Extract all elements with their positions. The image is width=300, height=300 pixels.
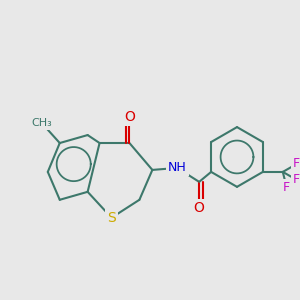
Text: F: F xyxy=(293,173,300,186)
Text: O: O xyxy=(194,201,205,215)
Text: CH₃: CH₃ xyxy=(32,118,52,128)
Text: O: O xyxy=(124,110,135,124)
Text: F: F xyxy=(283,181,290,194)
Text: NH: NH xyxy=(168,161,187,174)
Text: F: F xyxy=(293,158,300,170)
Text: S: S xyxy=(107,211,116,225)
